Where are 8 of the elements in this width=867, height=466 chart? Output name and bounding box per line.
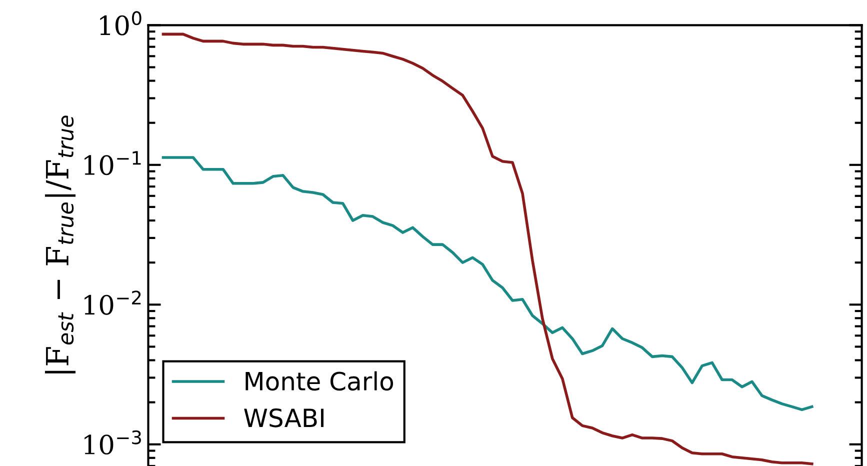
- line-series: [162, 32, 814, 466]
- y-tick-label: 10$^{−2}$: [84, 290, 141, 315]
- y-tick-label: 10$^{−1}$: [84, 151, 141, 176]
- y-tick-label: 10$^{−3}$: [84, 430, 141, 455]
- y-tick-label: 10$^{0}$: [100, 11, 142, 36]
- legend-label: Monte Carlo: [246, 371, 394, 391]
- y-axis-title: |F$_{est}$ − F$_{true}$|/F$_{true}$: [44, 116, 76, 374]
- legend-label: WSABI: [244, 408, 324, 428]
